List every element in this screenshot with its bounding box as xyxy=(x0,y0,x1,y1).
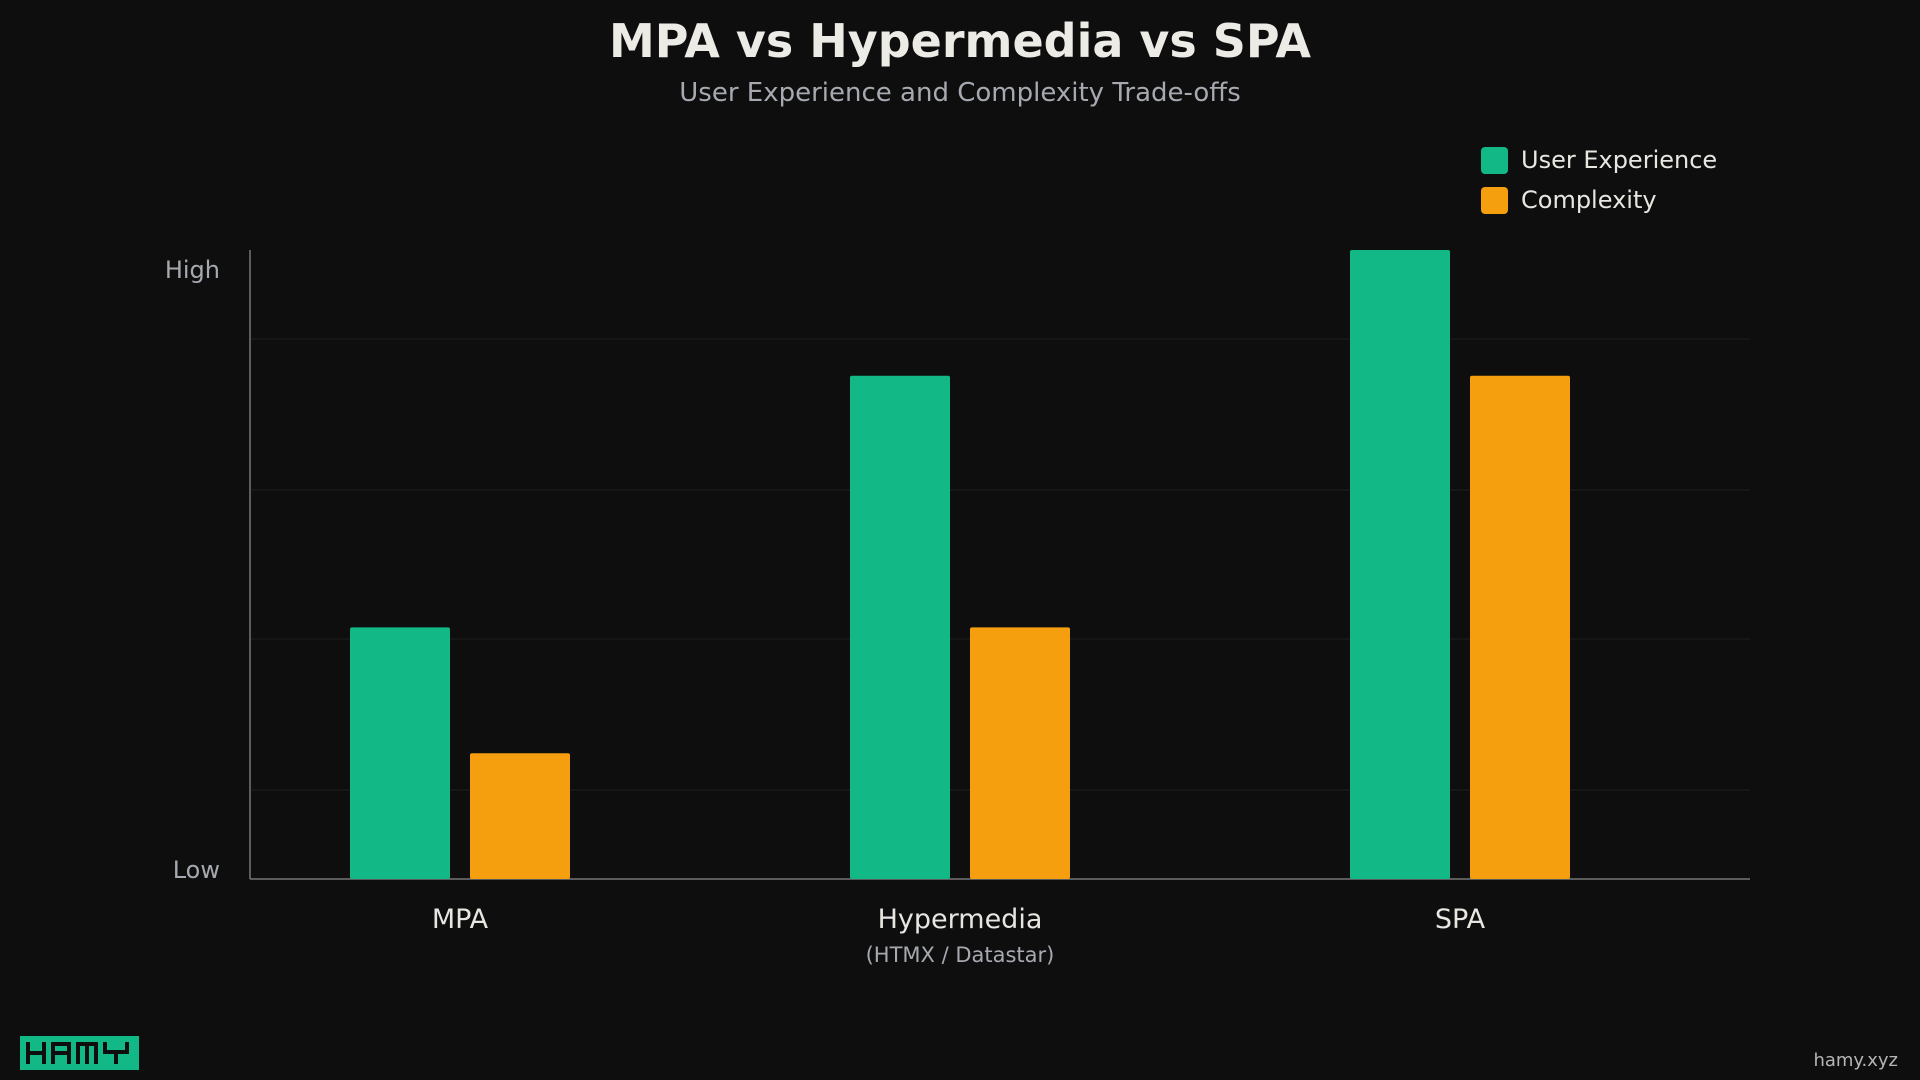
x-tick-sublabel: (HTMX / Datastar) xyxy=(866,943,1055,967)
legend-item-user-experience: User Experience xyxy=(1481,140,1717,180)
bar-hypermedia-user-experience xyxy=(850,375,950,879)
x-tick-label: MPA xyxy=(432,904,489,935)
hamy-logo-glyphs xyxy=(26,1042,129,1064)
legend-swatch-complexity xyxy=(1481,186,1508,214)
hamy-logo xyxy=(20,1036,139,1070)
legend-item-complexity: Complexity xyxy=(1481,180,1717,220)
bar-mpa-user-experience xyxy=(350,627,450,879)
y-tick-label-high: High xyxy=(165,256,220,284)
bar-spa-user-experience xyxy=(1350,250,1450,879)
x-tick-label: Hypermedia xyxy=(878,904,1043,935)
bar-mpa-complexity xyxy=(470,753,570,879)
chart-subtitle: User Experience and Complexity Trade-off… xyxy=(679,78,1241,108)
chart-title: MPA vs Hypermedia vs SPA xyxy=(608,14,1312,68)
bar-spa-complexity xyxy=(1470,375,1570,879)
bar-chart: High Low MPA Hypermedia (HTMX / Datastar) SPA xyxy=(165,250,1750,967)
legend-label: Complexity xyxy=(1521,186,1657,214)
x-tick-label: SPA xyxy=(1435,904,1486,935)
bar-hypermedia-complexity xyxy=(970,627,1070,879)
y-tick-label-low: Low xyxy=(173,856,220,884)
legend-label: User Experience xyxy=(1521,146,1718,174)
site-url: hamy.xyz xyxy=(1813,1050,1898,1071)
legend: User Experience Complexity xyxy=(1481,140,1717,220)
legend-swatch-user-experience xyxy=(1481,146,1508,174)
